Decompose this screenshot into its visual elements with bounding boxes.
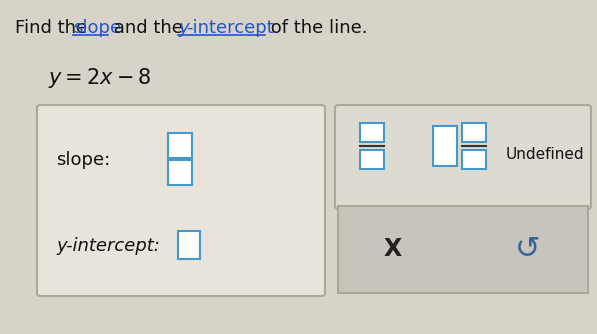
FancyBboxPatch shape	[178, 231, 200, 259]
Text: slope:: slope:	[56, 151, 110, 169]
FancyBboxPatch shape	[462, 123, 486, 142]
FancyBboxPatch shape	[360, 150, 384, 169]
Text: -intercept: -intercept	[186, 19, 274, 37]
FancyBboxPatch shape	[168, 160, 192, 185]
Text: ↺: ↺	[515, 235, 541, 264]
Bar	[338, 206, 588, 293]
FancyBboxPatch shape	[37, 105, 325, 296]
FancyBboxPatch shape	[360, 123, 384, 142]
Text: Find the: Find the	[15, 19, 93, 37]
FancyBboxPatch shape	[335, 105, 591, 209]
Text: X: X	[384, 237, 402, 262]
Text: and the: and the	[108, 19, 189, 37]
FancyBboxPatch shape	[168, 133, 192, 158]
Text: slope: slope	[73, 19, 121, 37]
FancyBboxPatch shape	[462, 150, 486, 169]
Text: y-intercept:: y-intercept:	[56, 237, 160, 255]
Text: Undefined: Undefined	[506, 147, 584, 162]
Text: y: y	[178, 19, 189, 37]
Text: of the line.: of the line.	[265, 19, 368, 37]
FancyBboxPatch shape	[433, 126, 457, 166]
Text: $y = 2x - 8$: $y = 2x - 8$	[48, 66, 152, 90]
